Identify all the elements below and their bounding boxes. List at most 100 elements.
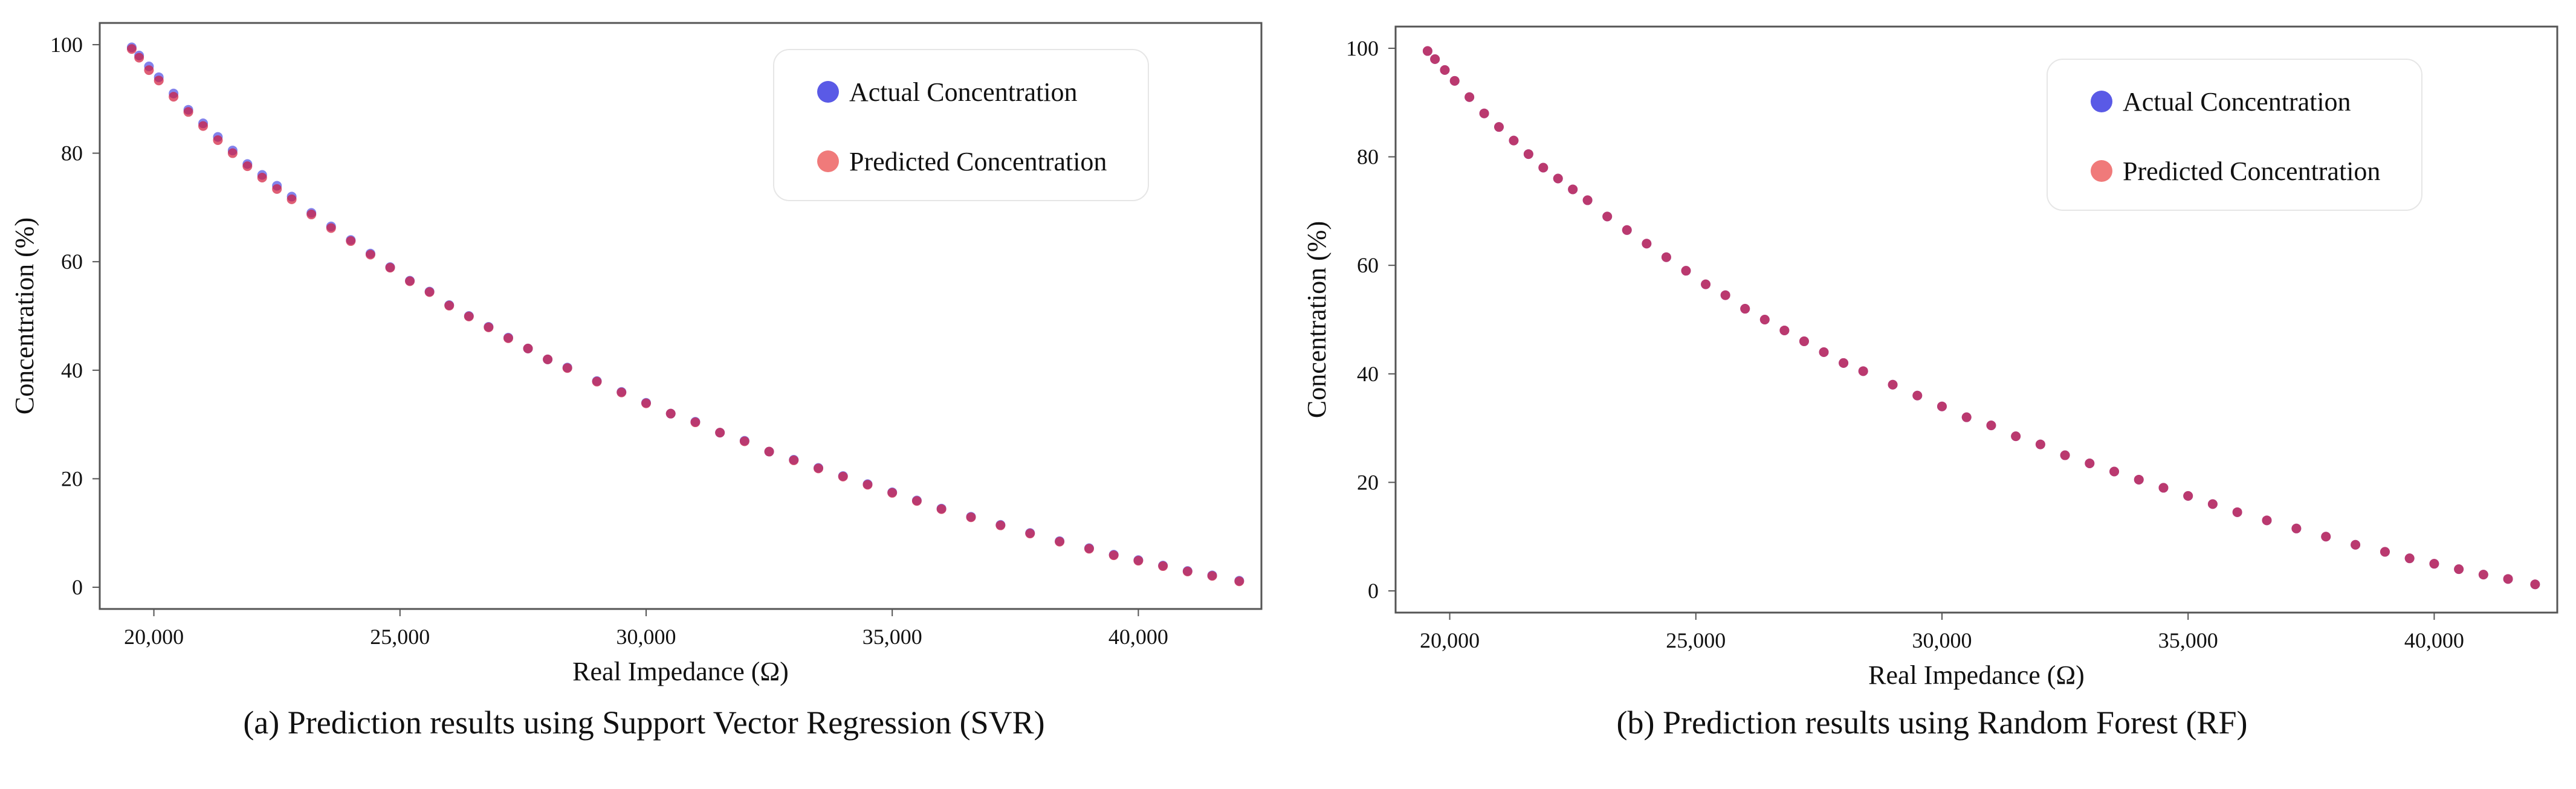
- predicted-point: [966, 512, 976, 523]
- predicted-point: [2109, 466, 2120, 477]
- predicted-point: [1912, 390, 1923, 401]
- legend-predicted-marker: [817, 150, 839, 172]
- predicted-point: [1440, 65, 1450, 75]
- legend: Actual Concentration Predicted Concentrat…: [2047, 59, 2422, 211]
- legend-actual-marker: [817, 81, 839, 103]
- legend-predicted-label: Predicted Concentration: [2123, 156, 2380, 186]
- predicted-point: [2380, 547, 2390, 557]
- predicted-point: [257, 172, 267, 182]
- predicted-point: [144, 65, 154, 76]
- predicted-point: [1553, 173, 1563, 184]
- predicted-point: [2321, 532, 2331, 542]
- predicted-point: [523, 343, 533, 353]
- predicted-point: [814, 463, 824, 474]
- predicted-point: [405, 276, 415, 286]
- predicted-point: [242, 161, 253, 172]
- predicted-point: [1779, 325, 1790, 335]
- predicted-point: [764, 446, 774, 457]
- predicted-point: [1568, 184, 1578, 195]
- predicted-point: [1108, 550, 1119, 561]
- predicted-point: [1523, 149, 1533, 159]
- predicted-point: [286, 194, 297, 204]
- x-tick-label: 35,000: [2158, 628, 2218, 652]
- legend-predicted-marker: [2091, 160, 2112, 182]
- plot-frame: [99, 22, 1263, 610]
- predicted-point: [1759, 315, 1770, 324]
- predicted-point: [1839, 358, 1849, 368]
- y-tick-label: 60: [61, 250, 83, 274]
- x-tick-label: 35,000: [862, 625, 922, 649]
- predicted-point: [789, 455, 799, 465]
- predicted-point: [543, 354, 553, 364]
- legend: Actual Concentration Predicted Concentrat…: [773, 49, 1149, 201]
- predicted-point: [227, 148, 238, 158]
- y-axis-title: Concentration (%): [10, 217, 39, 414]
- predicted-point: [1084, 544, 1094, 554]
- predicted-point: [126, 44, 137, 54]
- predicted-point: [1937, 401, 1947, 411]
- y-tick-label: 80: [61, 141, 83, 166]
- y-tick-label: 20: [61, 466, 83, 491]
- predicted-point: [326, 223, 336, 233]
- predicted-point: [2207, 499, 2218, 509]
- predicted-point: [1961, 412, 1972, 422]
- series-predicted: [126, 44, 1244, 587]
- predicted-point: [2134, 474, 2144, 485]
- predicted-point: [1602, 211, 1613, 222]
- legend-actual-marker: [2091, 91, 2112, 112]
- predicted-point: [887, 488, 898, 498]
- predicted-point: [2158, 483, 2169, 493]
- predicted-point: [715, 428, 725, 438]
- predicted-point: [1479, 108, 1489, 118]
- predicted-point: [1133, 556, 1144, 566]
- predicted-point: [346, 236, 356, 246]
- predicted-point: [1207, 571, 1217, 581]
- predicted-point: [169, 92, 179, 102]
- predicted-point: [1642, 239, 1652, 249]
- predicted-point: [1582, 195, 1593, 205]
- predicted-point: [1740, 304, 1750, 314]
- y-tick-label: 40: [61, 358, 83, 382]
- legend-actual-label: Actual Concentration: [2123, 87, 2351, 117]
- predicted-point: [936, 504, 947, 514]
- predicted-point: [641, 398, 651, 408]
- legend-predicted-label: Predicted Concentration: [849, 147, 1107, 176]
- predicted-point: [2085, 459, 2095, 469]
- y-tick-label: 20: [1357, 470, 1379, 494]
- predicted-point: [272, 184, 282, 194]
- predicted-point: [385, 263, 395, 273]
- legend-box: [2047, 59, 2422, 211]
- predicted-point: [2530, 579, 2540, 590]
- predicted-point: [2232, 507, 2242, 517]
- predicted-point: [1158, 561, 1168, 572]
- predicted-point: [616, 387, 627, 398]
- predicted-point: [154, 76, 164, 86]
- predicted-point: [2478, 570, 2488, 580]
- figure-b-rf: 20,000 25,000 30,000 35,000 40,000 0 20 40 60 80 1…: [1288, 0, 2576, 789]
- x-axis-title: Real Impedance (Ω): [572, 657, 789, 686]
- predicted-point: [2429, 559, 2439, 569]
- predicted-point: [2011, 431, 2021, 442]
- predicted-point: [1025, 529, 1035, 539]
- predicted-point: [562, 363, 572, 373]
- predicted-point: [1509, 135, 1519, 146]
- predicted-point: [306, 210, 317, 220]
- predicted-point: [995, 520, 1006, 530]
- y-axis-title: Concentration (%): [1302, 221, 1332, 418]
- chart-a-svr: 20,000 25,000 30,000 35,000 40,000 0 20 40 60 80 1…: [10, 22, 1263, 686]
- legend-actual-label: Actual Concentration: [849, 77, 1078, 107]
- predicted-point: [213, 135, 223, 145]
- y-tick-label: 0: [1368, 579, 1379, 603]
- legend-box: [773, 49, 1149, 201]
- y-tick-label: 40: [1357, 362, 1379, 386]
- predicted-point: [365, 250, 375, 260]
- predicted-point: [1799, 336, 1809, 346]
- x-tick-label: 30,000: [1912, 628, 1972, 652]
- predicted-point: [1888, 379, 1898, 390]
- predicted-point: [484, 322, 494, 332]
- y-tick-label: 0: [72, 575, 83, 599]
- predicted-point: [911, 496, 922, 506]
- predicted-point: [1422, 46, 1432, 56]
- predicted-point: [2404, 553, 2415, 564]
- predicted-point: [2351, 539, 2361, 550]
